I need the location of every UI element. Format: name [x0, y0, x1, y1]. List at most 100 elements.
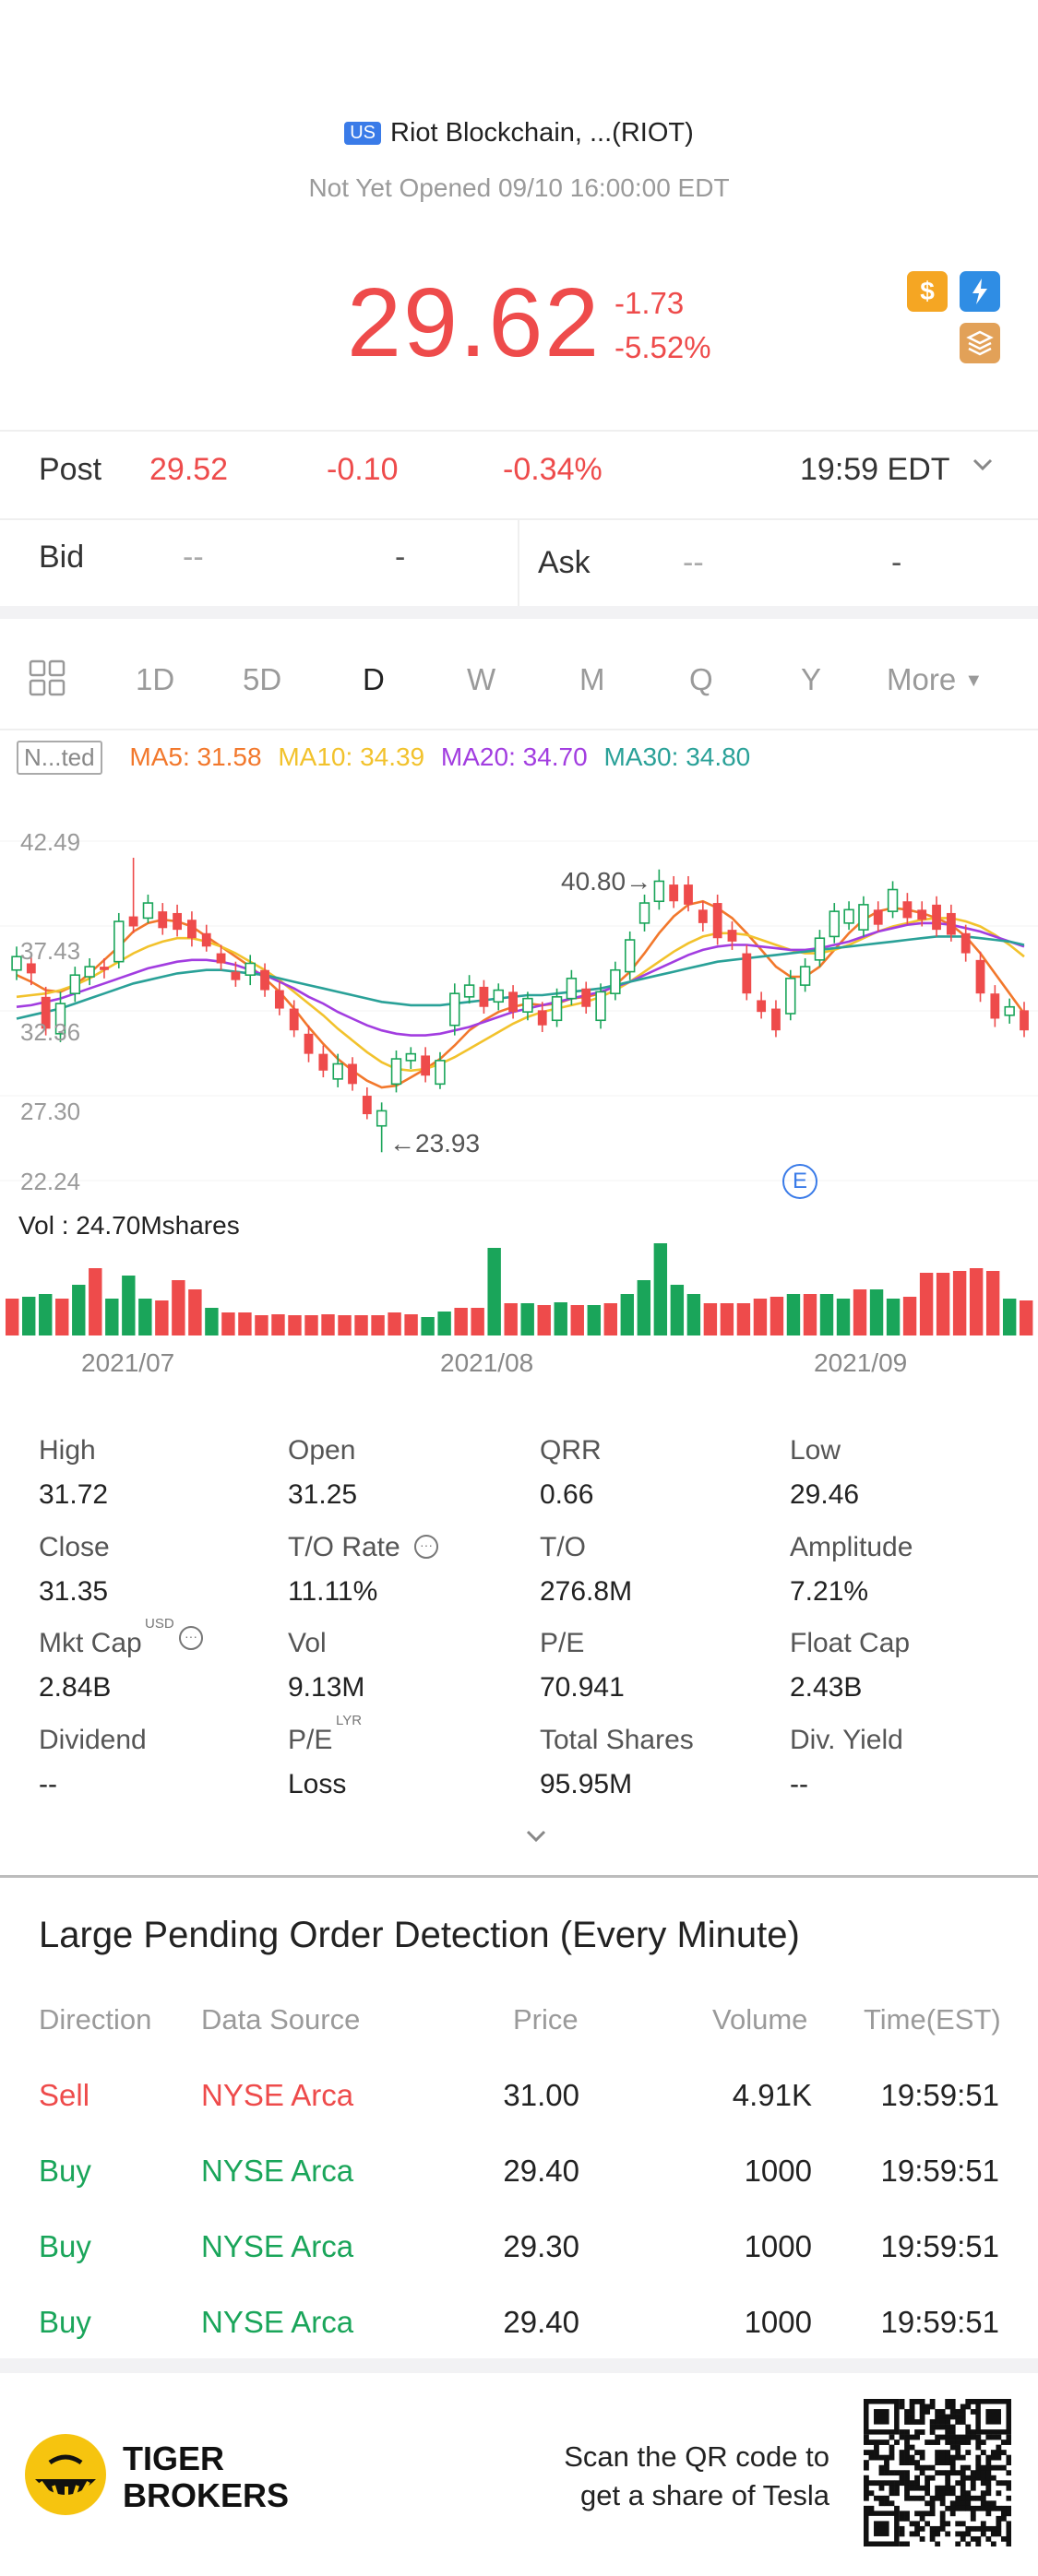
ma-line-ma10: [16, 917, 1025, 1073]
candlestick-chart[interactable]: [0, 812, 1038, 1365]
candle-body: [245, 962, 256, 977]
cell-volume: 1000: [744, 2229, 812, 2263]
stat-value: 7.21%: [790, 1576, 869, 1607]
col-header-price: Price: [513, 2003, 579, 2036]
candle-body: [610, 968, 621, 994]
candle-body: [100, 967, 109, 970]
volume-bar: [371, 1315, 385, 1335]
more-info-icon[interactable]: ···: [414, 1535, 438, 1559]
stat-label: Mkt Cap: [39, 1628, 142, 1658]
bid-size: -: [395, 540, 406, 575]
volume-bar: [902, 1297, 917, 1335]
cell-source: NYSE Arca: [201, 2305, 354, 2339]
volume-bar: [554, 1302, 567, 1335]
candle-body: [727, 930, 737, 942]
divider: [0, 1875, 1038, 1878]
candle-body: [1020, 1010, 1029, 1031]
volume-bar: [653, 1243, 668, 1335]
volume-bar: [952, 1271, 967, 1335]
candle-body: [508, 991, 518, 1013]
volume-bar: [720, 1303, 734, 1335]
tab-y[interactable]: Y: [801, 662, 822, 696]
candle-body: [917, 909, 927, 920]
volume-bar: [570, 1305, 584, 1335]
layers-icon[interactable]: [960, 323, 1000, 363]
lightning-icon[interactable]: [960, 271, 1000, 312]
qr-caption-line1: Scan the QR code to: [564, 2440, 829, 2473]
table-row: Buy NYSE Arca 29.30 1000 19:59:51: [0, 2229, 1038, 2272]
ask-label: Ask: [538, 545, 591, 580]
cell-volume: 1000: [744, 2154, 812, 2188]
tab-more[interactable]: More ▼: [887, 662, 984, 696]
candle-body: [1004, 1005, 1015, 1016]
stat-value: --: [790, 1769, 808, 1799]
table-row: Buy NYSE Arca 29.40 1000 19:59:51: [0, 2154, 1038, 2196]
candle-body: [653, 880, 665, 903]
volume-bar: [985, 1271, 1000, 1335]
tab-d[interactable]: D: [363, 662, 385, 696]
cell-direction: Buy: [39, 2229, 91, 2263]
candle-body: [757, 1000, 767, 1013]
cell-time: 19:59:51: [880, 2154, 999, 2188]
stock-title: US Riot Blockchain, ...(RIOT): [0, 118, 1038, 148]
chevron-down-icon[interactable]: [969, 450, 996, 486]
candle-body: [975, 959, 985, 994]
post-time[interactable]: 19:59 EDT: [800, 452, 950, 487]
bid-label: Bid: [39, 540, 85, 575]
tab-5d[interactable]: 5D: [243, 662, 282, 696]
volume-bar: [271, 1314, 285, 1335]
cell-time: 19:59:51: [880, 2078, 999, 2112]
candle-body: [113, 920, 125, 963]
candle-body: [435, 1060, 446, 1086]
tab-m[interactable]: M: [579, 662, 605, 696]
candle-body: [595, 991, 606, 1022]
expand-chevron-icon[interactable]: [522, 1824, 550, 1851]
volume-bar: [670, 1285, 685, 1335]
candle-body: [304, 1033, 314, 1054]
volume-bar: [421, 1317, 435, 1335]
bid-price: --: [183, 540, 204, 575]
post-change-pct: -0.34%: [503, 452, 603, 487]
stat-value: 2.84B: [39, 1672, 112, 1703]
tab-w[interactable]: W: [467, 662, 496, 696]
volume-bar: [686, 1294, 701, 1335]
candle-body: [231, 971, 241, 980]
stat-label: Low: [790, 1435, 841, 1466]
more-info-icon[interactable]: ···: [179, 1626, 203, 1650]
stat-label: Dividend: [39, 1725, 147, 1755]
tab-1d[interactable]: 1D: [136, 662, 175, 696]
y-tick: 22.24: [20, 1168, 81, 1195]
qr-finder: [864, 2399, 900, 2435]
divider: [518, 518, 519, 606]
dollar-icon[interactable]: $: [907, 271, 948, 312]
volume-bar: [770, 1297, 784, 1335]
stat-label: Div. Yield: [790, 1725, 903, 1755]
volume-bar: [803, 1294, 817, 1335]
volume-bar: [620, 1294, 635, 1335]
volume-bar: [221, 1312, 235, 1335]
min-price-marker: ←23.93: [389, 1129, 481, 1157]
volume-bar: [471, 1308, 484, 1335]
candle-body: [814, 937, 826, 961]
candle-body: [84, 966, 95, 978]
candle-body: [638, 902, 650, 924]
tab-q[interactable]: Q: [689, 662, 713, 696]
ma-legend: N...ted MA5: 31.58 MA10: 34.39 MA20: 34.…: [17, 741, 750, 778]
stat-label: Float Cap: [790, 1628, 911, 1658]
cell-direction: Buy: [39, 2154, 91, 2188]
earnings-marker[interactable]: E: [782, 1164, 817, 1199]
adjust-mode-button[interactable]: N...ted: [17, 741, 102, 775]
bid-ask-row: Bid -- - Ask -- -: [0, 540, 1038, 586]
cell-source: NYSE Arca: [201, 2229, 354, 2263]
cell-volume: 1000: [744, 2305, 812, 2339]
candle-body: [873, 909, 883, 925]
stat-value: 0.66: [540, 1479, 594, 1510]
stat-value: 9.13M: [288, 1672, 365, 1703]
qr-modules: [864, 2399, 1011, 2546]
candle-body: [799, 966, 811, 986]
grid-icon[interactable]: [28, 659, 68, 706]
col-header-source: Data Source: [201, 2003, 361, 2036]
candle-body: [421, 1055, 431, 1076]
divider: [0, 430, 1038, 432]
ma-line-ma5: [16, 899, 1026, 1089]
